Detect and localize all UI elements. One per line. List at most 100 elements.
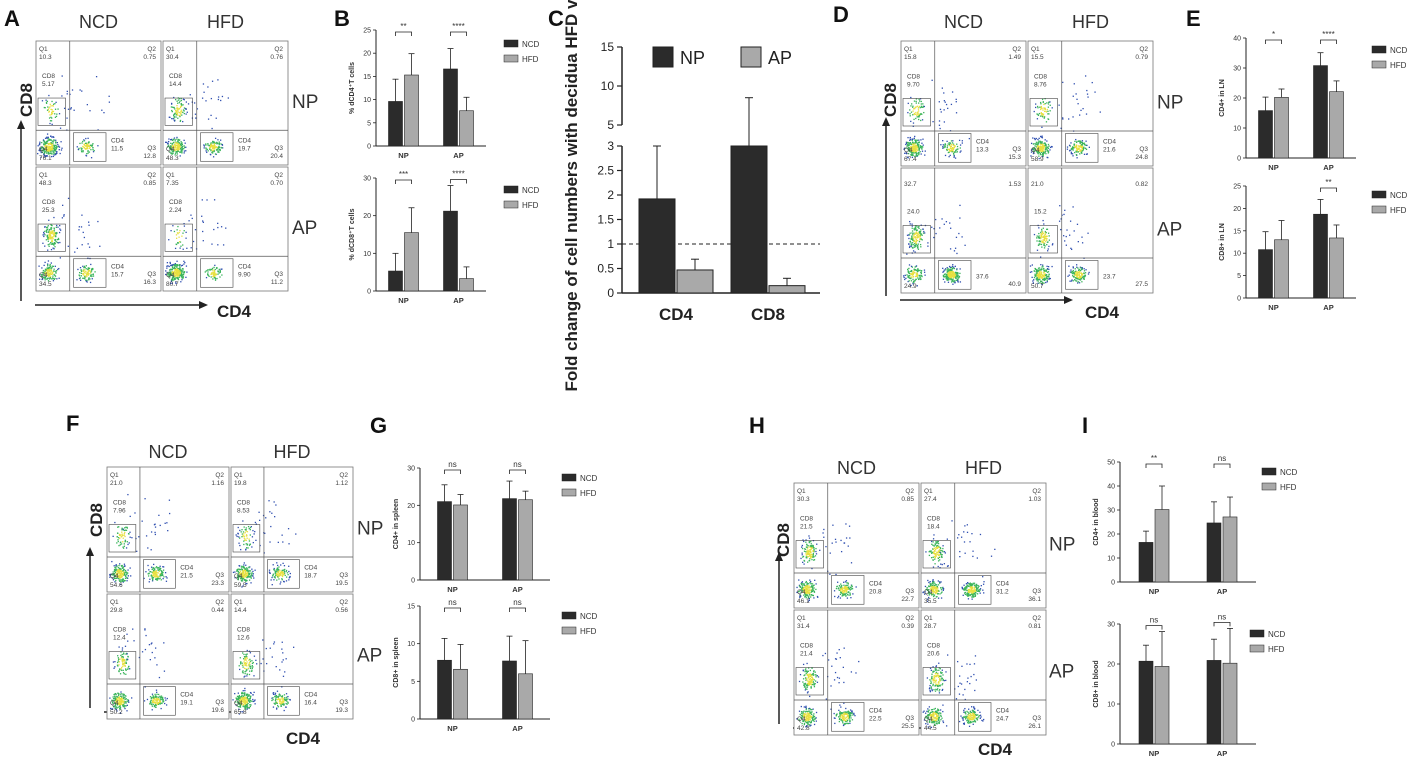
event-dot — [78, 226, 80, 228]
event-dot — [122, 574, 124, 576]
event-dot — [956, 145, 959, 148]
event-dot — [242, 585, 244, 587]
event-dot — [1043, 270, 1046, 272]
event-dot — [1071, 147, 1074, 149]
event-dot — [44, 273, 46, 275]
event-dot — [918, 105, 920, 108]
event-dot — [150, 702, 152, 704]
event-dot — [916, 235, 919, 237]
event-dot — [956, 273, 958, 275]
event-dot — [61, 147, 63, 149]
gate-label-q2v: 0.76 — [270, 54, 283, 61]
event-dot — [244, 705, 246, 707]
event-dot — [910, 243, 913, 246]
event-dot — [915, 148, 917, 150]
event-dot — [959, 217, 961, 219]
event-dot — [1087, 96, 1089, 98]
event-dot — [279, 583, 281, 585]
event-dot — [916, 142, 918, 144]
event-dot — [169, 148, 171, 150]
event-dot — [949, 276, 951, 279]
event-dot — [150, 699, 152, 702]
event-dot — [1045, 277, 1047, 279]
event-dot — [1043, 269, 1045, 272]
event-dot — [938, 120, 941, 122]
event-dot — [288, 570, 290, 573]
event-dot — [156, 691, 158, 693]
event-dot — [912, 152, 914, 154]
event-dot — [118, 534, 121, 536]
event-dot — [43, 154, 45, 156]
event-dot — [44, 144, 46, 147]
event-dot — [170, 264, 172, 267]
event-dot — [915, 244, 917, 247]
event-dot — [37, 152, 39, 155]
event-dot — [1070, 142, 1072, 144]
event-dot — [159, 569, 161, 571]
event-dot — [52, 151, 54, 153]
event-dot — [1072, 95, 1074, 97]
event-dot — [1034, 149, 1036, 152]
event-dot — [275, 702, 277, 704]
event-dot — [1047, 106, 1050, 108]
event-dot — [162, 700, 164, 702]
event-dot — [53, 216, 55, 219]
event-dot — [145, 634, 147, 637]
event-dot — [1040, 150, 1043, 153]
event-dot — [912, 278, 914, 281]
event-dot — [174, 154, 176, 156]
event-dot — [116, 704, 118, 706]
event-dot — [51, 100, 53, 103]
event-dot — [120, 691, 122, 693]
event-dot — [169, 272, 172, 274]
event-dot — [124, 574, 126, 576]
event-dot — [150, 575, 152, 577]
event-dot — [113, 576, 116, 578]
event-dot — [175, 116, 177, 118]
event-dot — [917, 247, 919, 249]
event-dot — [174, 265, 176, 267]
event-dot — [80, 269, 82, 271]
event-dot — [244, 664, 246, 667]
event-dot — [275, 569, 278, 571]
event-dot — [268, 500, 270, 502]
event-dot — [1077, 271, 1080, 274]
event-dot — [956, 278, 959, 281]
event-dot — [236, 698, 238, 700]
event-dot — [1038, 267, 1041, 269]
event-dot — [278, 571, 280, 574]
event-dot — [1063, 213, 1065, 216]
event-dot — [124, 577, 127, 579]
event-dot — [1048, 268, 1050, 271]
event-dot — [166, 577, 168, 579]
event-dot — [1041, 149, 1044, 152]
event-dot — [956, 151, 959, 153]
event-dot — [964, 244, 966, 246]
event-dot — [120, 543, 123, 545]
event-dot — [248, 570, 251, 572]
event-dot — [954, 145, 956, 147]
event-dot — [182, 271, 184, 273]
event-dot — [1042, 276, 1045, 278]
event-dot — [168, 138, 170, 140]
event-dot — [117, 573, 119, 575]
event-dot — [1066, 229, 1068, 231]
event-dot — [279, 569, 281, 572]
event-dot — [920, 139, 922, 141]
event-dot — [44, 107, 46, 109]
event-dot — [92, 275, 95, 277]
event-dot — [162, 566, 164, 568]
event-dot — [915, 238, 917, 240]
event-dot — [214, 147, 216, 149]
event-dot — [913, 229, 916, 231]
event-dot — [915, 153, 918, 155]
event-dot — [955, 98, 957, 101]
event-dot — [245, 575, 248, 577]
event-dot — [88, 221, 90, 223]
event-dot — [246, 702, 249, 704]
event-dot — [115, 564, 117, 566]
event-dot — [42, 269, 45, 272]
event-dot — [902, 275, 905, 277]
event-dot — [148, 572, 150, 574]
event-dot — [1083, 268, 1085, 270]
